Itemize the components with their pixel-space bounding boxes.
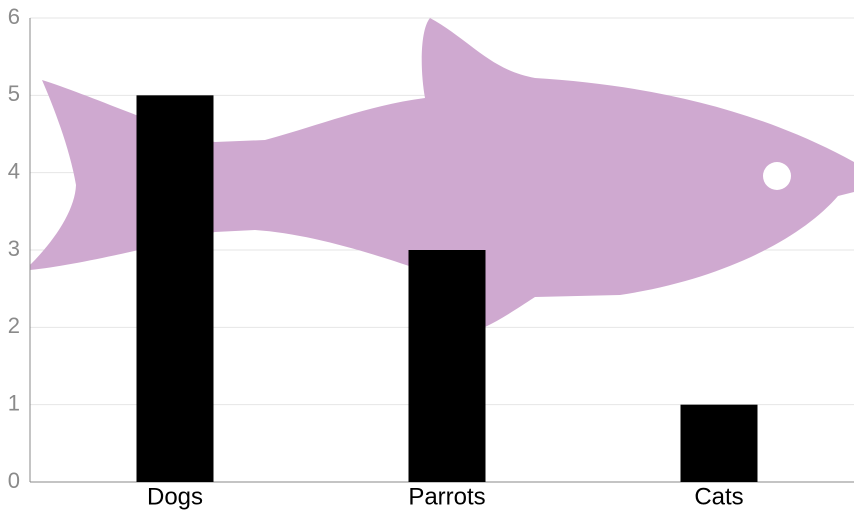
y-tick-label: 0	[8, 468, 20, 493]
y-tick-label: 1	[8, 390, 20, 415]
x-tick-label: Dogs	[147, 483, 203, 510]
y-tick-label: 2	[8, 313, 20, 338]
bar	[408, 250, 486, 482]
bar	[136, 95, 214, 482]
x-tick-label: Parrots	[408, 483, 485, 510]
y-tick-label: 3	[8, 236, 20, 261]
y-tick-label: 6	[8, 4, 20, 29]
x-tick-label: Cats	[694, 483, 743, 510]
fish-illustration	[30, 18, 854, 327]
fish-eye	[763, 162, 791, 190]
bar	[680, 404, 758, 482]
y-tick-label: 5	[8, 81, 20, 106]
y-tick-label: 4	[8, 158, 20, 183]
